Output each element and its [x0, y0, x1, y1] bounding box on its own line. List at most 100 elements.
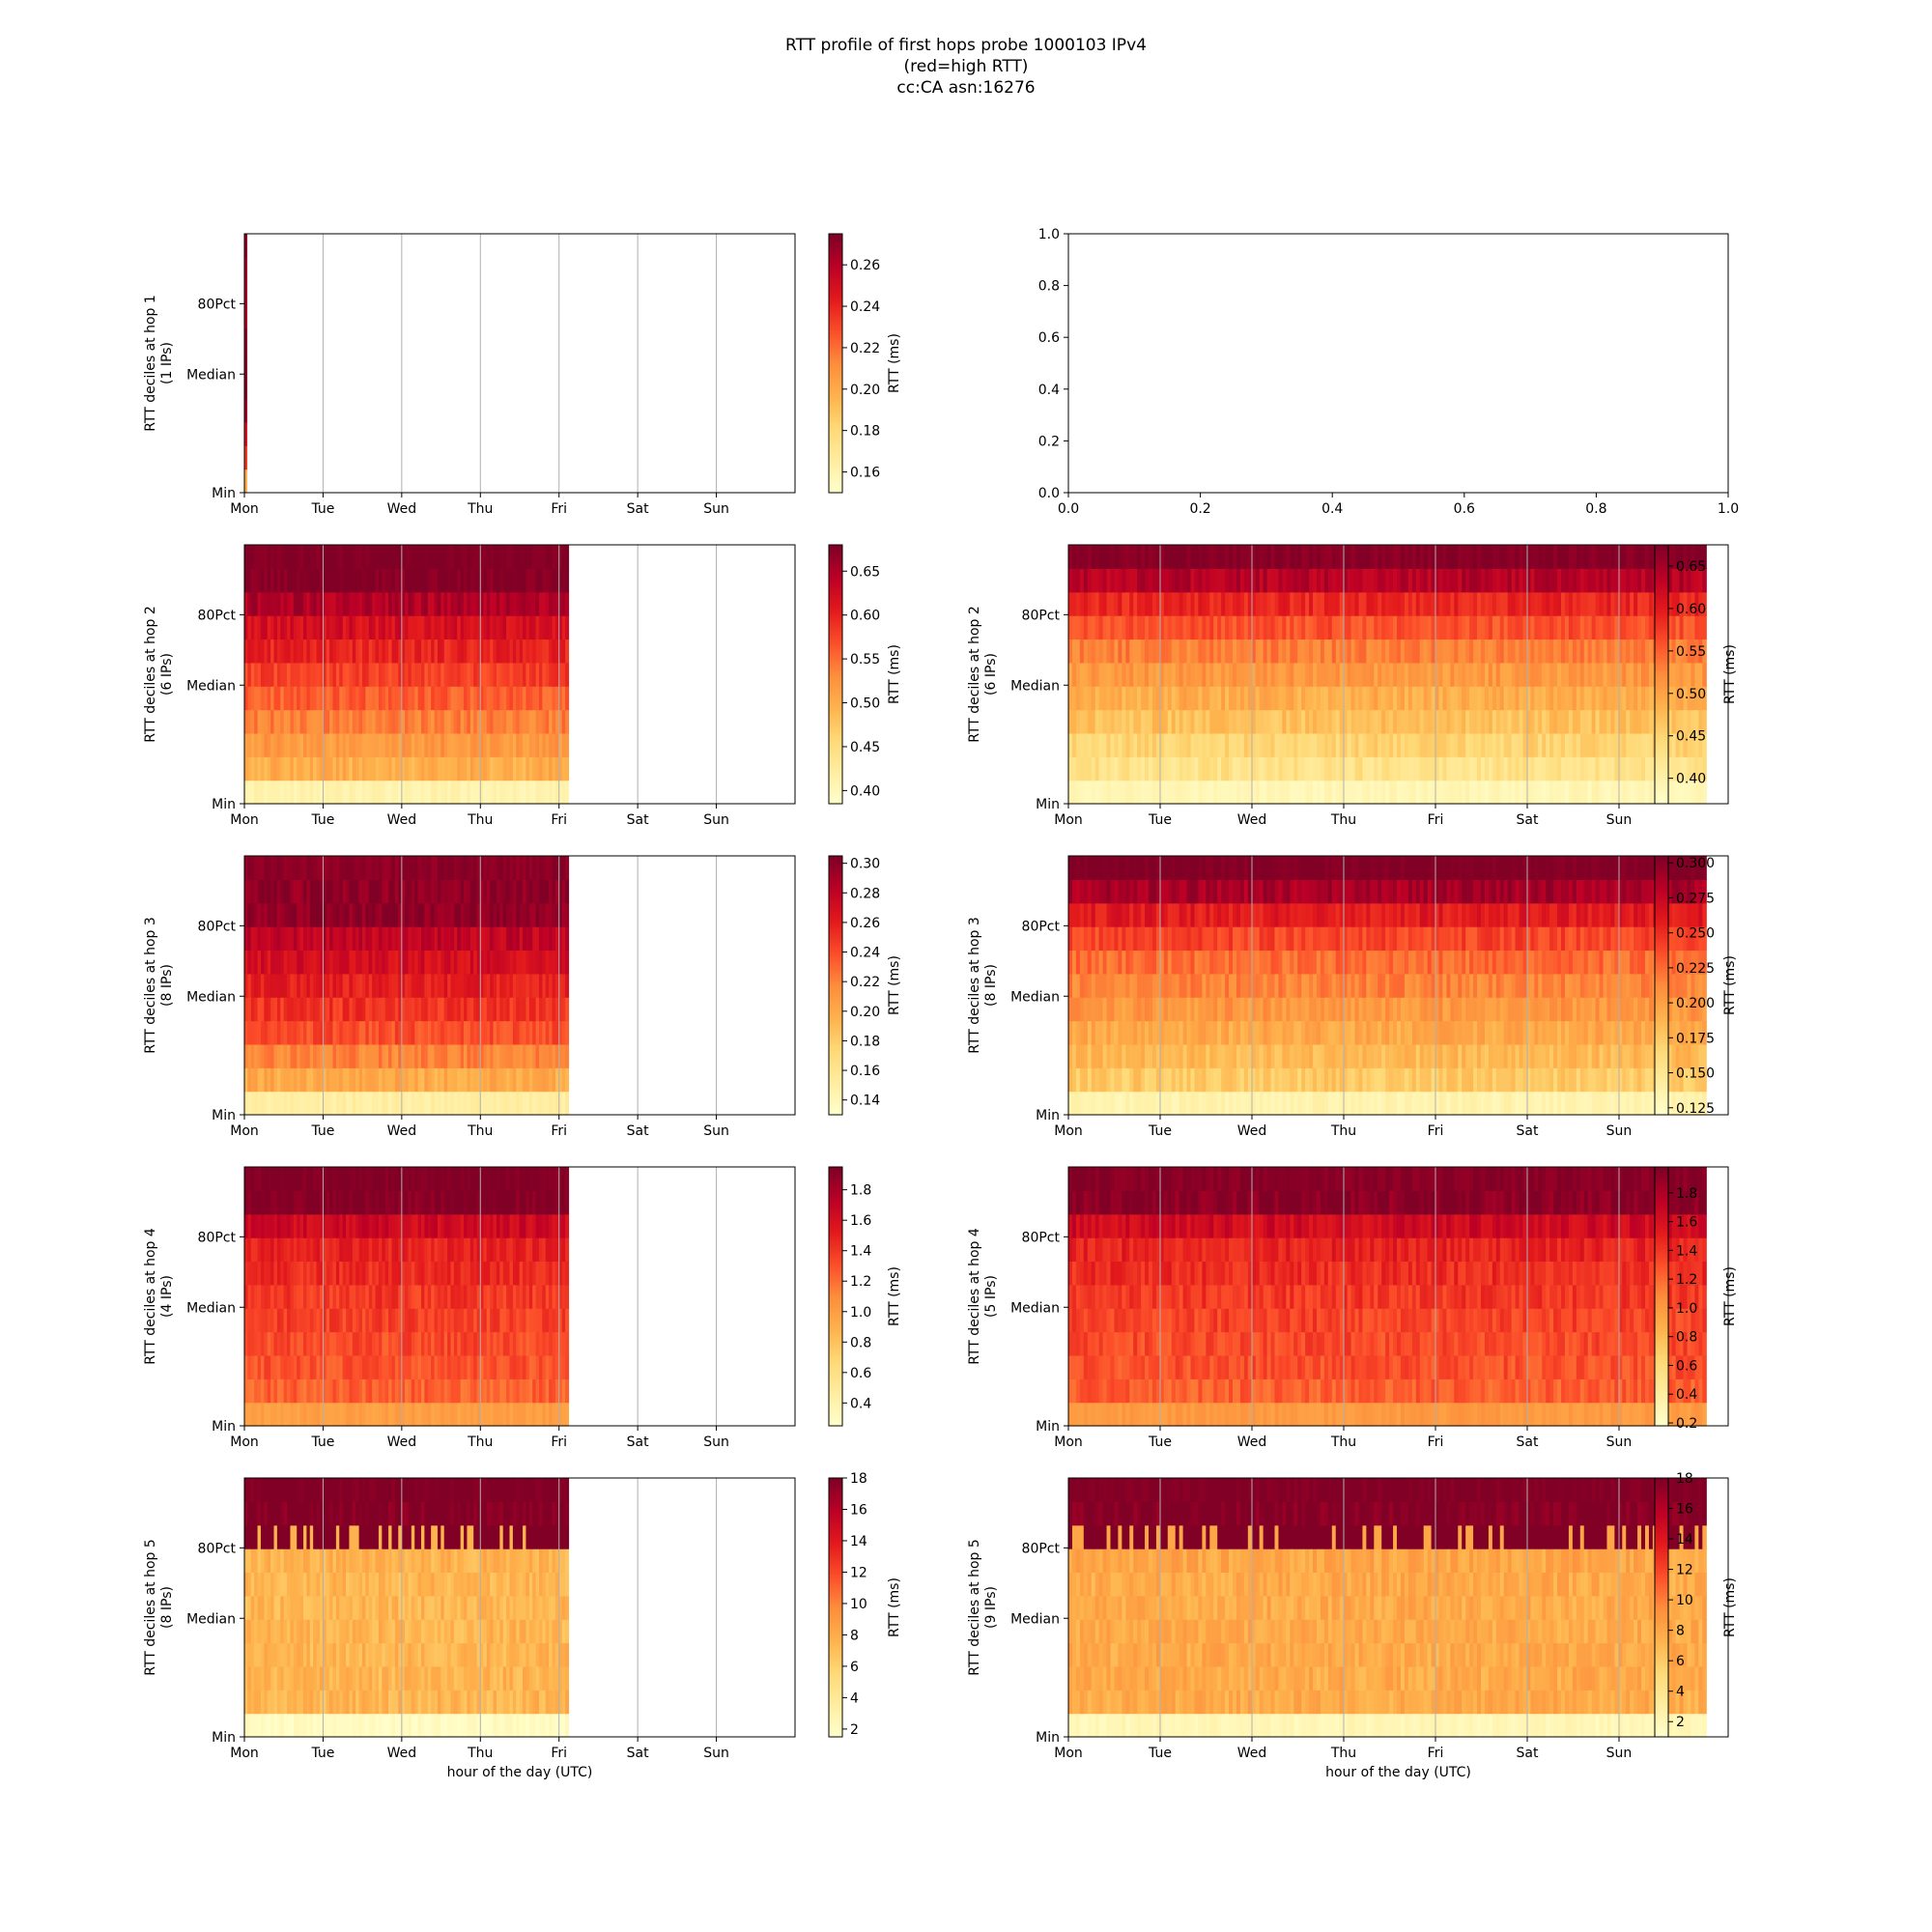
heatmap-cell — [1492, 732, 1497, 757]
heatmap-cell — [1071, 615, 1077, 640]
heatmap-cell — [303, 639, 307, 664]
heatmap-cell — [1186, 709, 1192, 734]
heatmap-cell — [254, 926, 259, 952]
heatmap-cell — [1251, 1091, 1257, 1116]
colorbar-step — [829, 1066, 842, 1070]
heatmap-cell — [443, 997, 448, 1022]
heatmap-cell — [437, 1043, 441, 1068]
heatmap-cell — [1564, 591, 1570, 616]
heatmap-cell — [1549, 686, 1554, 711]
heatmap-cell — [401, 950, 406, 975]
heatmap-cell — [1075, 615, 1081, 640]
heatmap-cell — [1526, 1091, 1531, 1116]
heatmap-cell — [1366, 756, 1371, 781]
heatmap-cell — [1171, 591, 1177, 616]
heatmap-cell — [528, 1020, 533, 1045]
heatmap-cell — [1507, 780, 1513, 805]
colorbar-step — [829, 603, 842, 607]
heatmap-cell — [339, 686, 344, 711]
heatmap-cell — [1106, 686, 1112, 711]
colorbar-step — [829, 892, 842, 895]
heatmap-cell — [283, 879, 288, 904]
heatmap-cell — [1313, 662, 1318, 687]
heatmap-cell — [1075, 780, 1081, 805]
heatmap-cell — [1350, 686, 1356, 711]
heatmap-cell — [1473, 639, 1478, 664]
colorbar-step — [829, 343, 842, 347]
heatmap-cell — [1098, 615, 1104, 640]
colorbar-step — [829, 864, 842, 867]
heatmap-cell — [493, 1091, 497, 1116]
heatmap-cell — [375, 1020, 380, 1045]
heatmap-cell — [329, 926, 334, 952]
colorbar-step — [829, 553, 842, 556]
heatmap-cell — [1499, 709, 1505, 734]
heatmap-cell — [467, 732, 471, 757]
heatmap-cell — [1263, 732, 1268, 757]
heatmap-cell — [1182, 780, 1188, 805]
heatmap-cell — [1213, 732, 1218, 757]
heatmap-cell — [254, 615, 259, 640]
heatmap-cell — [1630, 591, 1634, 616]
heatmap-cell — [509, 591, 514, 616]
heatmap-cell — [247, 591, 252, 616]
heatmap-cell — [382, 1020, 386, 1045]
colorbar-step — [829, 358, 842, 362]
heatmap-cell — [361, 1091, 366, 1116]
heatmap-cell — [1323, 756, 1329, 781]
heatmap-cell — [1557, 709, 1562, 734]
heatmap-cell — [273, 591, 278, 616]
heatmap-cell — [1343, 639, 1349, 664]
heatmap-cell — [1641, 662, 1646, 687]
heatmap-cell — [1221, 1067, 1226, 1093]
heatmap-cell — [1583, 756, 1589, 781]
heatmap-cell — [1400, 662, 1406, 687]
colorbar-step — [1655, 769, 1668, 773]
heatmap-cell — [1068, 756, 1073, 781]
heatmap-cell — [1557, 662, 1562, 687]
heatmap-cell — [532, 639, 537, 664]
heatmap-cell — [558, 686, 563, 711]
heatmap-cell — [355, 662, 360, 687]
heatmap-cell — [267, 756, 271, 781]
colorbar-step — [1655, 676, 1668, 680]
heatmap-cell — [1431, 709, 1436, 734]
colorbar-step — [829, 982, 842, 986]
colorbar-step — [829, 884, 842, 887]
heatmap-cell — [1400, 639, 1406, 664]
heatmap-cell — [565, 756, 570, 781]
colorbar-step — [829, 928, 842, 932]
heatmap-cell — [1167, 568, 1173, 593]
heatmap-cell — [526, 545, 530, 569]
heatmap-cell — [361, 732, 366, 757]
colorbar-step — [829, 238, 842, 242]
heatmap-cell — [1209, 545, 1214, 569]
heatmap-cell — [1282, 732, 1287, 757]
heatmap-cell — [1362, 545, 1367, 569]
heatmap-cell — [523, 856, 527, 880]
heatmap-cell — [1266, 756, 1272, 781]
heatmap-cell — [1118, 662, 1122, 687]
heatmap-cell — [1206, 732, 1210, 757]
heatmap-cell — [464, 615, 469, 640]
heatmap-cell — [490, 950, 495, 975]
heatmap-cell — [1362, 709, 1367, 734]
colorbar-step — [1655, 615, 1668, 619]
heatmap-cell — [506, 902, 511, 927]
heatmap-cell — [290, 1043, 295, 1068]
heatmap-cell — [1145, 1067, 1150, 1093]
heatmap-cell — [303, 902, 307, 927]
heatmap-cell — [358, 756, 363, 781]
heatmap-cell — [1335, 639, 1341, 664]
heatmap-cell — [1366, 1067, 1371, 1093]
heatmap-cell — [411, 1067, 415, 1093]
heatmap-cell — [1534, 591, 1539, 616]
heatmap-cell — [287, 780, 292, 805]
heatmap-cell — [1465, 591, 1470, 616]
heatmap-cell — [1458, 639, 1463, 664]
heatmap-cell — [473, 639, 478, 664]
colorbar-step — [829, 1091, 842, 1094]
heatmap-cell — [332, 780, 337, 805]
heatmap-cell — [431, 856, 436, 880]
heatmap-cell — [1114, 709, 1119, 734]
